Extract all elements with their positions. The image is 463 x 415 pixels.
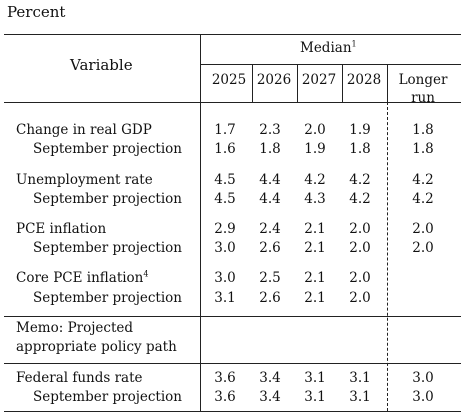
unemp-sep-label: September projection [33,193,182,207]
gdp-sep-2028: 1.8 [338,143,382,157]
gdp-sep-2025: 1.6 [203,143,247,157]
pce-sep-label: September projection [33,242,182,256]
core-pce-2025: 3.0 [203,272,247,286]
ffr-label: Federal funds rate [16,372,143,386]
core-pce-sep-2025: 3.1 [203,292,247,306]
core-pce-label: Core PCE inflation4 [16,272,148,286]
pce-2025: 2.9 [203,223,247,237]
pce-sep-2028: 2.0 [338,242,382,256]
core-pce-sep-2026: 2.6 [248,292,292,306]
year-2025: 2025 [207,74,251,88]
core-pce-2028: 2.0 [338,272,382,286]
gdp-longer-run: 1.8 [393,124,453,138]
pce-sep-2025: 3.0 [203,242,247,256]
unit-label: Percent [7,5,65,20]
pce-sep-2026: 2.6 [248,242,292,256]
ffr-sep-2026: 3.4 [248,391,292,405]
variable-header: Variable [70,58,133,73]
gdp-2028: 1.9 [338,124,382,138]
memo-bottom-rule [4,363,461,364]
ffr-longer-run: 3.0 [393,372,453,386]
core-pce-2026: 2.5 [248,272,292,286]
longer-run-header-line2: run [393,92,453,106]
unemp-2026: 4.4 [248,174,292,188]
table-top-rule [4,34,461,35]
unemp-2027: 4.2 [293,174,337,188]
gdp-2026: 2.3 [248,124,292,138]
unemp-sep-2027: 4.3 [293,193,337,207]
pce-2027: 2.1 [293,223,337,237]
ffr-sep-2025: 3.6 [203,391,247,405]
unemp-2025: 4.5 [203,174,247,188]
memo-line1: Memo: Projected [16,322,133,336]
unemp-sep-longer-run: 4.2 [393,193,453,207]
year-divider-4 [387,64,388,102]
unemp-sep-2025: 4.5 [203,193,247,207]
pce-2026: 2.4 [248,223,292,237]
gdp-sep-2027: 1.9 [293,143,337,157]
unemp-label: Unemployment rate [16,174,153,188]
core-pce-sep-label: September projection [33,292,182,306]
year-2028: 2028 [342,74,386,88]
longer-run-dashed-divider [387,102,388,411]
core-pce-sep-2028: 2.0 [338,292,382,306]
memo-line2: appropriate policy path [16,341,177,355]
pce-2028: 2.0 [338,223,382,237]
gdp-sep-2026: 1.8 [248,143,292,157]
ffr-2028: 3.1 [338,372,382,386]
pce-longer-run: 2.0 [393,223,453,237]
pce-label: PCE inflation [16,223,106,237]
gdp-sep-label: September projection [33,143,182,157]
ffr-2025: 3.6 [203,372,247,386]
variable-column-divider [200,34,201,411]
median-rule [200,64,461,65]
year-2027: 2027 [297,74,341,88]
longer-run-header-line1: Longer [393,74,453,88]
year-2026: 2026 [252,74,296,88]
unemp-sep-2028: 4.2 [338,193,382,207]
table-bottom-rule [4,411,461,412]
ffr-2026: 3.4 [248,372,292,386]
pce-sep-2027: 2.1 [293,242,337,256]
ffr-sep-label: September projection [33,391,182,405]
unemp-2028: 4.2 [338,174,382,188]
gdp-sep-longer-run: 1.8 [393,143,453,157]
ffr-sep-2028: 3.1 [338,391,382,405]
core-pce-sep-2027: 2.1 [293,292,337,306]
gdp-label: Change in real GDP [16,124,152,138]
unemp-sep-2026: 4.4 [248,193,292,207]
gdp-2025: 1.7 [203,124,247,138]
ffr-sep-2027: 3.1 [293,391,337,405]
ffr-sep-longer-run: 3.0 [393,391,453,405]
pce-sep-longer-run: 2.0 [393,242,453,256]
memo-top-rule [4,316,461,317]
unemp-longer-run: 4.2 [393,174,453,188]
median-header: Median1 [300,42,357,56]
ffr-2027: 3.1 [293,372,337,386]
core-pce-2027: 2.1 [293,272,337,286]
gdp-2027: 2.0 [293,124,337,138]
